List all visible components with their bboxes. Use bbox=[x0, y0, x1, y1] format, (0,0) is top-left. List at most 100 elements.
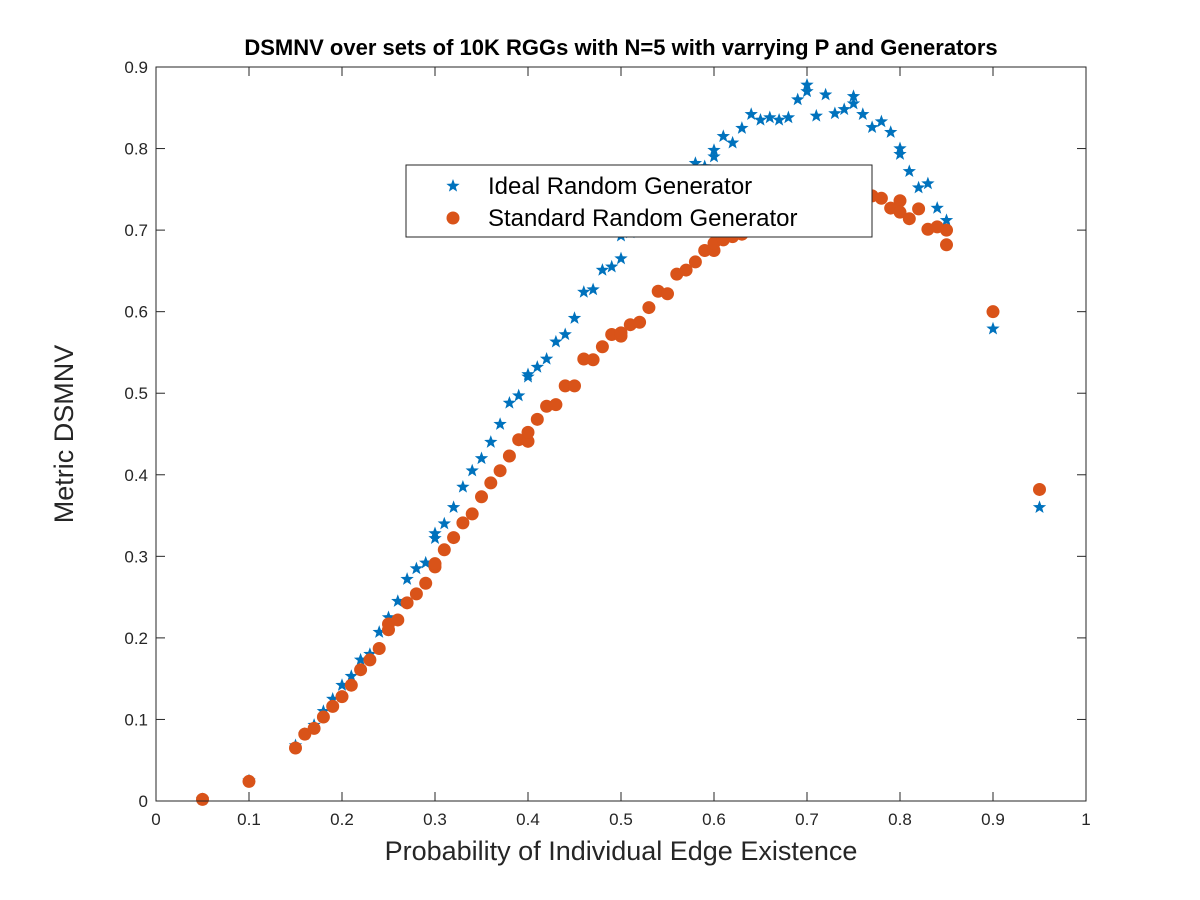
data-point-star bbox=[809, 108, 823, 122]
data-point-star bbox=[446, 500, 461, 514]
data-point-star bbox=[595, 263, 610, 276]
data-point-circle bbox=[1033, 482, 1046, 496]
data-point-star bbox=[753, 113, 768, 126]
data-point-circle bbox=[661, 287, 674, 301]
y-tick-label: 0.5 bbox=[124, 384, 148, 403]
data-point-circle bbox=[642, 301, 656, 315]
data-point-star bbox=[707, 149, 721, 163]
data-point-star bbox=[614, 251, 628, 265]
data-point-circle bbox=[456, 516, 470, 530]
data-point-star bbox=[986, 321, 1000, 335]
data-point-circle bbox=[363, 653, 377, 667]
y-tick-label: 0.2 bbox=[124, 629, 148, 648]
data-point-circle bbox=[335, 690, 349, 704]
data-point-circle bbox=[940, 238, 953, 252]
plot-frame bbox=[155, 66, 1087, 802]
data-point-star bbox=[558, 327, 572, 341]
data-point-star bbox=[1032, 500, 1047, 514]
data-point-star bbox=[763, 110, 777, 124]
data-point-star bbox=[391, 594, 405, 607]
data-point-circle bbox=[893, 205, 907, 219]
data-point-circle bbox=[391, 613, 405, 627]
data-point-star bbox=[577, 285, 591, 298]
data-point-star bbox=[744, 107, 758, 120]
x-tick-label: 0.3 bbox=[423, 810, 447, 829]
y-tick-label: 0.7 bbox=[124, 221, 148, 240]
chart-title: DSMNV over sets of 10K RGGs with N=5 wit… bbox=[244, 35, 997, 60]
data-point-circle bbox=[409, 587, 423, 601]
data-point-circle bbox=[586, 353, 600, 367]
data-point-star bbox=[586, 282, 600, 296]
data-point-star bbox=[437, 516, 451, 530]
data-point-circle bbox=[940, 223, 953, 237]
legend-circle-marker bbox=[446, 211, 460, 225]
data-point-circle bbox=[475, 490, 488, 504]
data-point-circle bbox=[679, 263, 693, 277]
data-point-star bbox=[605, 259, 619, 273]
data-point-circle bbox=[298, 727, 312, 741]
data-point-star bbox=[930, 201, 944, 214]
data-point-star bbox=[846, 89, 861, 103]
data-point-circle bbox=[344, 678, 358, 692]
data-point-circle bbox=[465, 507, 479, 521]
data-point-circle bbox=[521, 434, 535, 448]
data-point-star bbox=[567, 311, 582, 324]
data-point-circle bbox=[372, 641, 386, 655]
data-point-star bbox=[902, 164, 916, 178]
legend-label-ideal: Ideal Random Generator bbox=[488, 173, 752, 200]
data-point-star bbox=[539, 351, 554, 365]
data-point-circle bbox=[354, 663, 368, 677]
legend-marker-ideal bbox=[446, 179, 460, 192]
data-point-star bbox=[335, 678, 349, 691]
data-point-star bbox=[493, 417, 507, 430]
data-point-star bbox=[400, 572, 414, 585]
x-tick-label: 0.7 bbox=[795, 810, 819, 829]
data-point-circle bbox=[400, 596, 414, 610]
data-point-star bbox=[716, 129, 730, 142]
x-tick-label: 0.1 bbox=[237, 810, 261, 829]
data-point-circle bbox=[316, 710, 330, 724]
data-point-star bbox=[725, 135, 740, 149]
x-axis-label: Probability of Individual Edge Existence bbox=[385, 836, 858, 866]
data-point-star bbox=[818, 87, 833, 101]
data-point-circle bbox=[419, 576, 433, 590]
legend-label-standard: Standard Random Generator bbox=[488, 205, 798, 232]
data-point-star bbox=[800, 84, 814, 98]
data-point-circle bbox=[874, 191, 888, 205]
data-point-circle bbox=[902, 212, 916, 226]
data-point-star bbox=[846, 96, 861, 110]
data-point-star bbox=[772, 113, 786, 126]
data-point-circle bbox=[521, 425, 535, 439]
data-point-star bbox=[344, 669, 358, 682]
ticks-layer: 0 0.1 0.2 0.3 0.4 0.5 0.6 0.7 0.8 0.9 1 0 0.1 0.2 0.3 0… bbox=[124, 58, 1090, 829]
data-point-circle bbox=[326, 699, 340, 713]
data-point-circle bbox=[549, 398, 563, 412]
y-tick-label: 0.1 bbox=[124, 710, 148, 729]
y-tick-label: 0.9 bbox=[124, 58, 148, 77]
data-point-circle bbox=[437, 543, 451, 557]
data-point-circle bbox=[502, 449, 516, 463]
data-point-circle bbox=[595, 340, 609, 354]
data-point-circle bbox=[568, 379, 581, 393]
data-point-star bbox=[800, 77, 814, 91]
y-axis-label: Metric DSMNV bbox=[49, 345, 79, 524]
data-point-circle bbox=[633, 315, 647, 329]
data-point-star bbox=[428, 531, 442, 545]
y-tick-label: 0.8 bbox=[124, 140, 148, 159]
data-point-circle bbox=[428, 557, 442, 571]
data-point-star bbox=[791, 92, 805, 106]
x-tick-label: 0.4 bbox=[516, 810, 540, 829]
x-tick-label: 0.8 bbox=[888, 810, 912, 829]
data-point-star bbox=[456, 480, 470, 493]
data-point-star bbox=[939, 213, 954, 226]
data-point-star bbox=[911, 180, 926, 194]
data-point-circle bbox=[447, 531, 461, 545]
data-point-star bbox=[921, 176, 935, 190]
data-point-star bbox=[707, 143, 721, 156]
data-point-star bbox=[409, 561, 424, 575]
data-point-star bbox=[884, 125, 898, 138]
data-point-circle bbox=[242, 774, 256, 788]
data-point-circle bbox=[986, 305, 1000, 319]
data-point-circle bbox=[912, 202, 926, 216]
